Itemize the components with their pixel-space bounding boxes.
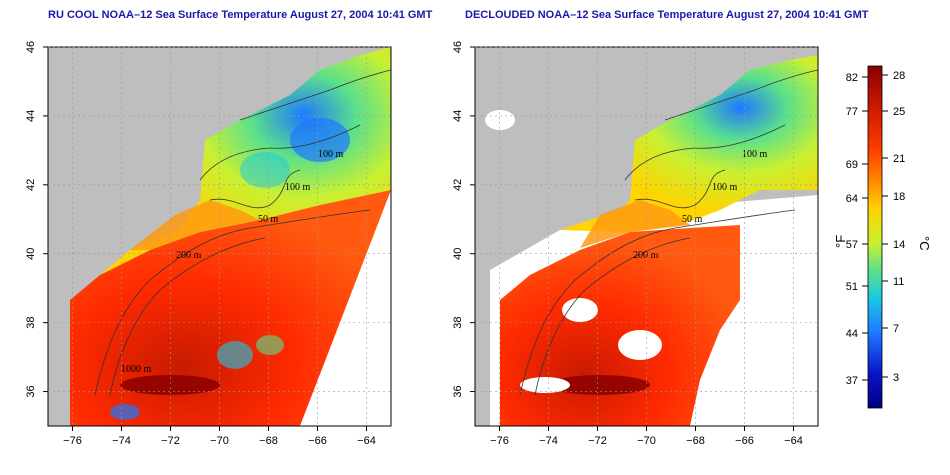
right-y-tick-label: 38 (452, 317, 464, 329)
right-x-tick-label: −66 (735, 435, 754, 447)
left-contour-label-50m: 50 m (258, 214, 279, 225)
colorbar-celsius-tick-label: 7 (893, 323, 899, 335)
left-y-tick-label: 40 (25, 248, 37, 260)
colorbar-ticks: 82 77 69 64 57 51 44 37 28 25 21 18 14 11 7 3 (846, 70, 906, 387)
right-cloud-hole-1 (520, 377, 570, 393)
left-cold-patch-east (240, 152, 290, 188)
colorbar-celsius-tick-label: 11 (893, 276, 904, 288)
right-x-tick-label: −68 (686, 435, 705, 447)
left-contour-label-100m-a: 100 m (285, 182, 311, 193)
colorbar-fahrenheit-tick-label: 82 (846, 72, 858, 84)
axis-ticks: −76 −74 −72 −70 −68 −66 −64 36 38 40 42 44 46 −76 −74 −… (25, 41, 818, 447)
colorbar-celsius-tick-label: 28 (893, 70, 905, 82)
left-cold-core (290, 118, 350, 162)
left-x-tick-label: −76 (63, 435, 82, 447)
right-map-title: DECLOUDED NOAA–12 Sea Surface Temperatur… (465, 9, 869, 21)
right-y-tick-label: 46 (452, 41, 464, 53)
right-y-tick-label: 44 (452, 110, 464, 122)
colorbar-fahrenheit-tick-label: 51 (846, 281, 858, 293)
left-coastal-band (130, 200, 260, 250)
colorbar: 82 77 69 64 57 51 44 37 28 25 21 18 14 11 7 3 °F °C (833, 65, 932, 409)
colorbar-fahrenheit-tick-label: 64 (846, 193, 858, 205)
right-x-tick-label: −64 (784, 435, 803, 447)
left-x-tick-label: −74 (112, 435, 131, 447)
right-shelf-water-area (560, 55, 818, 232)
colorbar-celsius-tick-label: 21 (893, 153, 905, 165)
left-x-tick-label: −64 (357, 435, 376, 447)
left-y-tick-label: 42 (25, 179, 37, 191)
right-x-tick-label: −74 (539, 435, 558, 447)
right-cloud-hole-2 (562, 298, 598, 322)
right-contour-label-100m-b: 100 m (742, 149, 768, 160)
right-y-tick-label: 40 (452, 248, 464, 260)
left-cool-eddy-3 (110, 404, 140, 420)
colorbar-celsius-tick-label: 25 (893, 106, 905, 118)
colorbar-fahrenheit-tick-label: 37 (846, 375, 858, 387)
right-coastal-band (580, 200, 690, 248)
colorbar-fahrenheit-label: °F (833, 235, 848, 248)
left-x-tick-label: −70 (210, 435, 229, 447)
colorbar-celsius-tick-label: 14 (893, 239, 905, 251)
left-warm-water-area (70, 190, 391, 426)
right-y-tick-label: 36 (452, 385, 464, 397)
colorbar-fahrenheit-tick-label: 69 (846, 159, 858, 171)
right-contour-label-200m: 200 m (633, 250, 659, 261)
left-bathymetry-contours (94, 69, 391, 396)
left-x-tick-label: −68 (259, 435, 278, 447)
colorbar-celsius-tick-label: 18 (893, 191, 905, 203)
left-x-tick-label: −66 (308, 435, 327, 447)
right-y-tick-label: 42 (452, 179, 464, 191)
left-y-tick-label: 46 (25, 41, 37, 53)
right-warm-water-area (500, 225, 740, 426)
right-x-tick-label: −70 (637, 435, 656, 447)
colorbar-fahrenheit-tick-label: 57 (846, 239, 858, 251)
left-contour-label-200m: 200 m (176, 250, 202, 261)
left-map-title: RU COOL NOAA–12 Sea Surface Temperature … (48, 9, 433, 21)
left-cool-eddy-1 (217, 341, 253, 369)
left-y-tick-label: 38 (25, 317, 37, 329)
left-x-tick-label: −72 (161, 435, 180, 447)
right-cloud-hole-3 (618, 330, 662, 360)
right-gulfstream-core (550, 375, 650, 395)
colorbar-celsius-tick-label: 3 (893, 372, 899, 384)
left-swath-edge (300, 190, 391, 426)
left-y-tick-label: 36 (25, 385, 37, 397)
right-contour-label-100m-a: 100 m (712, 182, 738, 193)
right-x-tick-label: −76 (490, 435, 509, 447)
left-contour-label-100m-b: 100 m (318, 149, 344, 160)
left-gulfstream-core (120, 375, 220, 395)
colorbar-fahrenheit-tick-label: 44 (846, 328, 858, 340)
right-x-tick-label: −72 (588, 435, 607, 447)
colorbar-fahrenheit-tick-label: 77 (846, 106, 858, 118)
left-y-tick-label: 44 (25, 110, 37, 122)
colorbar-gradient (867, 65, 883, 409)
right-bathymetry-contours (519, 69, 818, 396)
right-cloud-patch-north (485, 110, 515, 130)
colorbar-celsius-label: °C (917, 236, 932, 251)
right-contour-label-50m: 50 m (682, 214, 703, 225)
left-contour-label-1000m: 1000 m (121, 364, 152, 375)
left-cool-eddy-2 (256, 335, 284, 355)
